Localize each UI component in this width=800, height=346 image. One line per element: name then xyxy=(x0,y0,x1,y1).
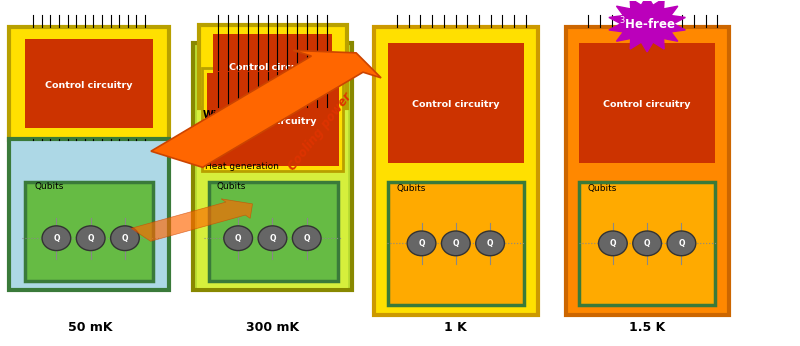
FancyBboxPatch shape xyxy=(10,27,169,140)
FancyBboxPatch shape xyxy=(207,73,338,166)
Text: Q: Q xyxy=(644,239,650,248)
Ellipse shape xyxy=(292,226,321,251)
Text: Qubits: Qubits xyxy=(396,184,426,193)
Text: Q: Q xyxy=(610,239,616,248)
Ellipse shape xyxy=(476,231,505,256)
Text: Qubits: Qubits xyxy=(217,182,246,191)
Ellipse shape xyxy=(110,226,139,251)
Text: Q: Q xyxy=(122,234,128,243)
Text: Q: Q xyxy=(303,234,310,243)
Ellipse shape xyxy=(598,231,627,256)
Text: 50 mK: 50 mK xyxy=(69,321,113,334)
FancyBboxPatch shape xyxy=(388,43,523,163)
Text: Control circuitry: Control circuitry xyxy=(603,100,691,109)
FancyBboxPatch shape xyxy=(193,43,352,290)
FancyBboxPatch shape xyxy=(213,34,332,99)
Text: Q: Q xyxy=(453,239,459,248)
FancyBboxPatch shape xyxy=(388,182,523,305)
Text: $^3$He-free: $^3$He-free xyxy=(619,16,675,32)
Text: Heat generation: Heat generation xyxy=(205,162,278,171)
FancyBboxPatch shape xyxy=(26,182,153,281)
FancyBboxPatch shape xyxy=(26,39,153,128)
Ellipse shape xyxy=(76,226,105,251)
FancyBboxPatch shape xyxy=(199,25,346,108)
Text: 300 mK: 300 mK xyxy=(246,321,299,334)
Text: Q: Q xyxy=(235,234,242,243)
Text: Control circuitry: Control circuitry xyxy=(46,81,133,90)
Text: Q: Q xyxy=(269,234,276,243)
FancyBboxPatch shape xyxy=(566,27,730,316)
Text: Q: Q xyxy=(678,239,685,248)
FancyBboxPatch shape xyxy=(202,68,343,171)
FancyBboxPatch shape xyxy=(374,27,538,316)
Text: Q: Q xyxy=(418,239,425,248)
Ellipse shape xyxy=(258,226,286,251)
Text: Control circuitry: Control circuitry xyxy=(229,117,316,126)
FancyBboxPatch shape xyxy=(197,44,348,288)
Text: Control circuitry: Control circuitry xyxy=(229,63,316,72)
Ellipse shape xyxy=(407,231,436,256)
FancyArrow shape xyxy=(151,51,381,167)
Ellipse shape xyxy=(442,231,470,256)
Text: 1.5 K: 1.5 K xyxy=(629,321,666,334)
Text: Q: Q xyxy=(53,234,60,243)
Ellipse shape xyxy=(633,231,662,256)
FancyBboxPatch shape xyxy=(579,43,715,163)
FancyBboxPatch shape xyxy=(579,182,715,305)
Text: Q: Q xyxy=(87,234,94,243)
Text: Q: Q xyxy=(487,239,494,248)
FancyArrow shape xyxy=(131,199,253,241)
Ellipse shape xyxy=(667,231,696,256)
Text: Qubits: Qubits xyxy=(35,182,64,191)
FancyBboxPatch shape xyxy=(209,182,338,281)
Ellipse shape xyxy=(224,226,253,251)
Text: Cooling power: Cooling power xyxy=(286,90,354,173)
Text: Control circuitry: Control circuitry xyxy=(412,100,499,109)
FancyBboxPatch shape xyxy=(10,139,169,290)
Text: Qubits: Qubits xyxy=(587,184,617,193)
Polygon shape xyxy=(609,0,686,52)
Ellipse shape xyxy=(42,226,70,251)
Text: 1 K: 1 K xyxy=(445,321,467,334)
Text: Wiring: Wiring xyxy=(202,110,239,120)
